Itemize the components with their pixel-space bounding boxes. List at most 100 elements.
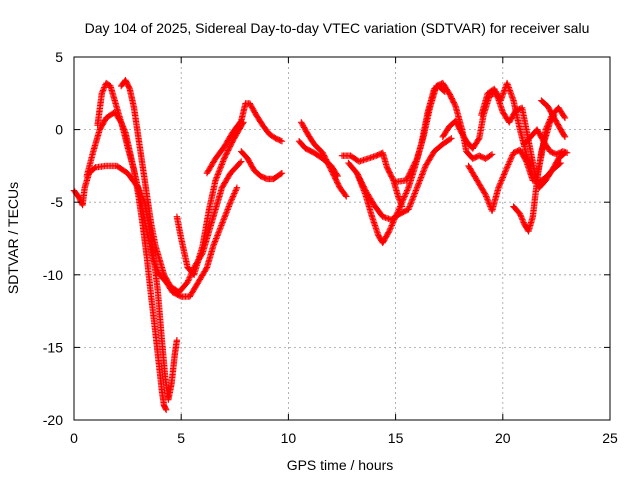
data-point <box>403 188 410 196</box>
data-point <box>98 90 106 97</box>
data-point <box>222 212 229 219</box>
data-point <box>213 235 220 242</box>
series-arc-9 <box>295 138 341 180</box>
series-arc-7 <box>238 148 286 183</box>
data-point <box>184 278 191 286</box>
data-point <box>212 175 220 183</box>
data-point <box>236 159 244 166</box>
data-point <box>202 265 210 273</box>
data-point <box>99 87 107 94</box>
data-point <box>152 262 160 270</box>
data-point <box>221 213 228 220</box>
series-arc-6 <box>203 100 286 177</box>
data-point <box>226 200 234 207</box>
data-point <box>210 241 218 248</box>
data-point <box>230 191 237 199</box>
y-tick-label: -10 <box>43 267 63 283</box>
data-point <box>186 274 193 281</box>
y-axis-label: SDTVAR / TECUs <box>5 182 21 294</box>
data-point <box>219 159 226 167</box>
data-point <box>219 158 227 165</box>
data-point <box>229 194 236 202</box>
data-point <box>231 190 238 197</box>
data-point <box>387 225 394 232</box>
data-point <box>214 232 221 239</box>
data-point <box>226 201 233 209</box>
data-point <box>216 167 223 174</box>
data-point <box>219 219 226 226</box>
data-point <box>402 190 410 197</box>
x-tick-label: 5 <box>177 430 185 446</box>
data-point <box>101 84 108 91</box>
data-point <box>342 191 349 199</box>
data-point <box>387 223 395 231</box>
data-point <box>214 171 221 178</box>
data-point <box>212 236 219 244</box>
data-point <box>212 177 219 184</box>
data-point <box>402 191 409 199</box>
data-point <box>277 137 284 144</box>
data-point <box>401 193 408 200</box>
data-point <box>216 165 224 173</box>
y-tick-label: 5 <box>55 49 63 65</box>
data-point <box>215 168 223 175</box>
data-point <box>99 88 106 96</box>
data-point <box>238 158 245 165</box>
data-point <box>214 230 222 238</box>
data-point <box>231 188 239 196</box>
data-point <box>224 206 231 213</box>
data-point <box>278 169 286 177</box>
data-point <box>151 259 158 267</box>
data-point <box>333 171 341 178</box>
data-point <box>215 169 222 177</box>
y-tick-label: -15 <box>43 339 63 355</box>
data-point <box>211 239 218 247</box>
data-point <box>222 210 230 218</box>
data-points <box>70 77 571 414</box>
data-point <box>233 184 241 191</box>
y-tick-label: -20 <box>43 412 63 428</box>
data-point <box>228 196 235 203</box>
data-point <box>214 172 221 180</box>
data-point <box>404 185 412 193</box>
data-point <box>225 203 232 210</box>
data-point <box>218 162 225 170</box>
data-point <box>389 175 397 183</box>
data-point <box>217 164 224 171</box>
data-point <box>343 193 350 200</box>
x-tick-label: 20 <box>495 430 511 446</box>
data-point <box>385 228 393 235</box>
data-point <box>213 233 220 241</box>
data-point <box>227 199 234 206</box>
data-point <box>233 185 240 193</box>
series-arc-8 <box>298 119 350 200</box>
data-point <box>217 225 224 232</box>
data-point <box>388 222 395 229</box>
y-tick-label: -5 <box>51 194 64 210</box>
chart-title: Day 104 of 2025, Sidereal Day-to-day VTE… <box>85 20 590 36</box>
data-point <box>173 336 181 344</box>
data-point <box>153 264 160 271</box>
data-point <box>232 187 239 194</box>
x-tick-label: 10 <box>281 430 297 446</box>
data-point <box>185 275 193 283</box>
x-tick-label: 15 <box>388 430 404 446</box>
data-point <box>334 172 341 180</box>
data-point <box>227 197 235 204</box>
data-point <box>215 229 222 236</box>
data-point <box>150 257 157 264</box>
data-point <box>125 84 133 91</box>
data-point <box>385 229 392 236</box>
series-arc-3 <box>94 79 241 300</box>
data-point <box>223 207 231 215</box>
data-point <box>218 222 225 229</box>
data-point <box>211 238 219 245</box>
series-arc-11 <box>338 149 406 210</box>
data-point <box>210 242 217 249</box>
data-point <box>150 258 158 265</box>
series-arc-5 <box>173 119 247 278</box>
data-point <box>213 174 220 181</box>
data-point <box>229 193 237 200</box>
